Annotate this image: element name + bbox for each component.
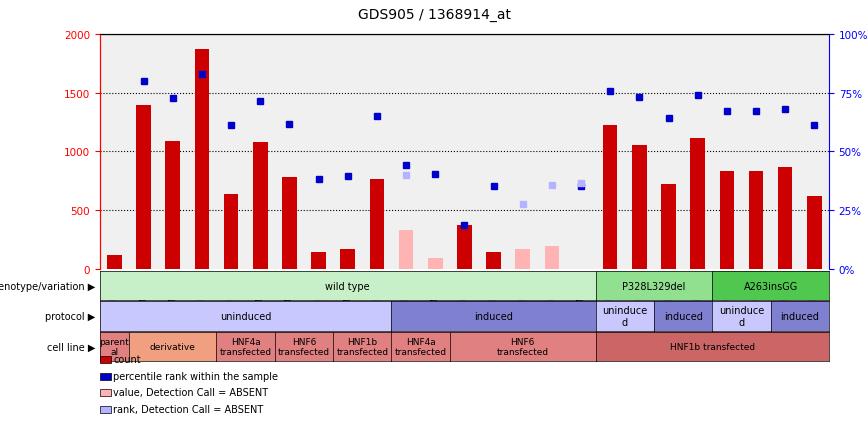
Text: HNF4a
transfected: HNF4a transfected [395,337,447,356]
Bar [282,178,297,269]
Text: P328L329del: P328L329del [622,281,686,291]
Text: rank, Detection Call = ABSENT: rank, Detection Call = ABSENT [113,404,263,414]
Bar [398,230,413,269]
Text: value, Detection Call = ABSENT: value, Detection Call = ABSENT [113,388,268,397]
Text: induced: induced [664,312,702,321]
Bar [749,172,763,269]
Text: A263insGG: A263insGG [744,281,798,291]
Text: HNF1b
transfected: HNF1b transfected [336,337,388,356]
Bar [136,106,151,269]
Bar [340,249,355,269]
Text: HNF4a
transfected: HNF4a transfected [220,337,272,356]
Bar [224,194,239,269]
Bar [516,249,530,269]
Text: genotype/variation ▶: genotype/variation ▶ [0,281,95,291]
Bar [166,141,180,269]
Bar [690,139,705,269]
Bar [428,259,443,269]
Text: protocol ▶: protocol ▶ [45,312,95,321]
Bar [370,180,385,269]
Text: induced: induced [474,312,513,321]
Bar [661,185,676,269]
Bar [632,146,647,269]
Text: uninduced: uninduced [220,312,272,321]
Text: derivative: derivative [150,342,195,351]
Text: percentile rank within the sample: percentile rank within the sample [113,371,278,381]
Text: GDS905 / 1368914_at: GDS905 / 1368914_at [358,8,510,22]
Text: parent
al: parent al [100,337,129,356]
Bar [807,197,822,269]
Text: count: count [113,355,141,364]
Text: cell line ▶: cell line ▶ [47,342,95,352]
Bar [486,253,501,269]
Bar [720,172,734,269]
Bar [253,142,267,269]
Text: HNF6
transfected: HNF6 transfected [278,337,330,356]
Bar [457,226,471,269]
Bar [544,247,559,269]
Bar [194,50,209,269]
Bar [312,253,326,269]
Text: HNF1b transfected: HNF1b transfected [670,342,755,351]
Text: uninduce
d: uninduce d [602,306,648,327]
Bar [778,167,792,269]
Text: induced: induced [780,312,819,321]
Bar [603,126,617,269]
Bar [107,255,122,269]
Text: HNF6
transfected: HNF6 transfected [496,337,549,356]
Text: uninduce
d: uninduce d [719,306,764,327]
Text: wild type: wild type [326,281,370,291]
